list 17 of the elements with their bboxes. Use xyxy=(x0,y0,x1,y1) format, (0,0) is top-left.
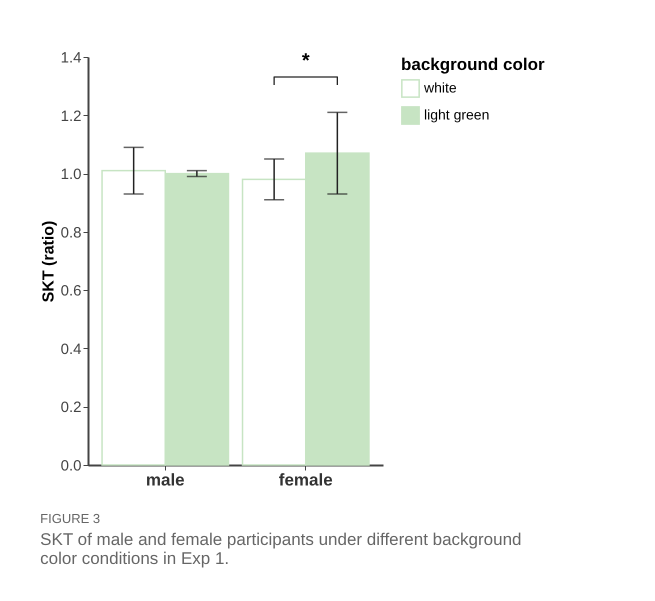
y-axis-title: SKT (ratio) xyxy=(40,220,58,302)
legend-title: background color xyxy=(401,55,545,74)
y-tick-label: 1.2 xyxy=(60,108,82,125)
y-tick-label: 0.6 xyxy=(60,282,82,300)
legend-label: white xyxy=(423,80,457,96)
y-tick-label: 1.4 xyxy=(60,50,82,66)
y-tick-label: 0.0 xyxy=(60,458,82,474)
text: SKT of male and female participants under different background color conditions in Exp 1. xyxy=(40,530,522,568)
y-tick-label: 0.2 xyxy=(60,399,82,416)
y-tick-label: 1.0 xyxy=(60,166,82,184)
legend-label: light green xyxy=(424,106,490,122)
x-tick-label: female xyxy=(278,470,333,490)
y-tick-label: 0.8 xyxy=(60,224,82,242)
annotation: * xyxy=(302,50,310,72)
x-tick-label: male xyxy=(146,470,185,490)
y-tick-label: 0.4 xyxy=(60,340,82,358)
caption: FIGURE 3 xyxy=(40,511,100,526)
